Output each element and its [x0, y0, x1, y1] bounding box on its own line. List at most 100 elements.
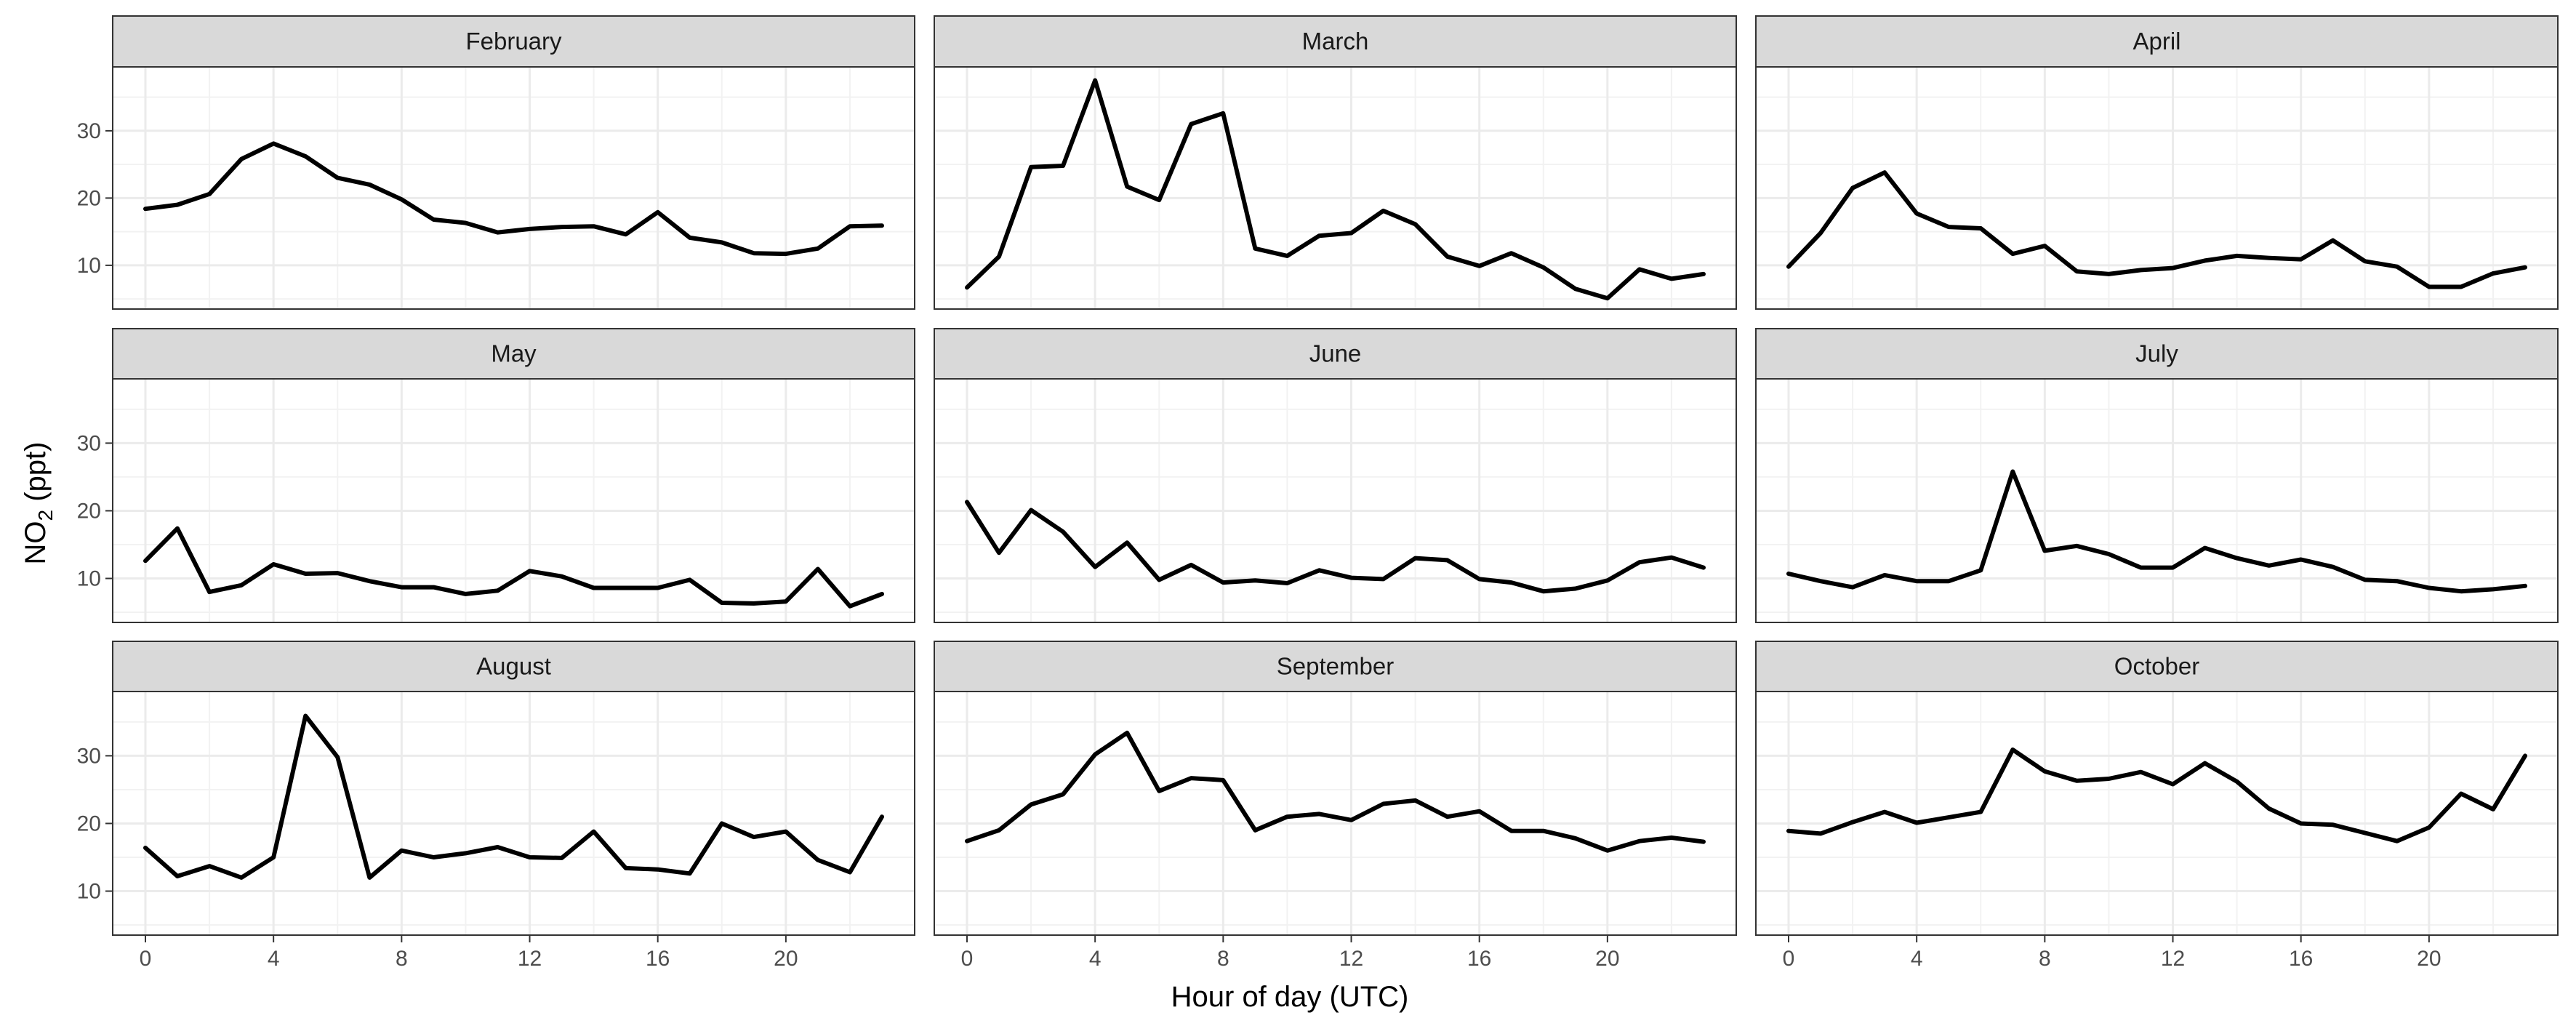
- data-point: [1978, 568, 1983, 572]
- data-point: [1786, 572, 1791, 576]
- facet-panel: April: [1755, 15, 2559, 310]
- data-point: [1445, 558, 1450, 562]
- data-point: [2042, 244, 2047, 248]
- data-point: [1413, 222, 1418, 226]
- data-point: [997, 550, 1001, 555]
- data-point: [816, 858, 820, 862]
- data-point: [143, 207, 148, 211]
- data-point: [1157, 577, 1161, 582]
- data-point: [1189, 776, 1193, 780]
- data-point: [656, 586, 660, 590]
- data-point: [1914, 579, 1919, 583]
- data-point: [2235, 254, 2239, 258]
- data-point: [1221, 580, 1225, 585]
- data-point: [2010, 252, 2015, 256]
- y-axis-title-main: NO: [20, 521, 52, 564]
- data-point: [1509, 829, 1514, 833]
- data-point: [303, 154, 308, 159]
- x-tick-label: 20: [774, 947, 798, 971]
- data-point: [303, 714, 308, 718]
- panel-border: [1755, 691, 2559, 936]
- data-point: [2459, 589, 2463, 593]
- data-point: [335, 571, 340, 575]
- series-line: [1786, 170, 2527, 289]
- panel-background: [113, 692, 915, 935]
- data-point: [784, 599, 788, 604]
- data-point: [1253, 247, 1257, 251]
- data-point: [495, 588, 499, 593]
- data-point: [2074, 544, 2079, 548]
- data-point: [1221, 111, 1225, 116]
- series-line: [965, 730, 1706, 853]
- data-point: [1477, 264, 1482, 268]
- x-tick-label: 16: [2289, 947, 2313, 971]
- data-point: [816, 247, 820, 251]
- y-tick-label: 10: [77, 880, 101, 904]
- data-point: [752, 251, 756, 255]
- data-point: [1285, 581, 1289, 585]
- y-tick-label: 30: [77, 744, 101, 768]
- data-point: [2523, 584, 2527, 588]
- data-point: [2042, 769, 2047, 774]
- data-point: [1093, 565, 1097, 569]
- data-point: [880, 223, 884, 228]
- data-point: [2363, 577, 2367, 582]
- data-point: [2106, 777, 2111, 781]
- data-point: [1669, 556, 1674, 560]
- facet-panel: February: [112, 15, 915, 310]
- data-point: [2171, 566, 2175, 570]
- x-tick-label: 20: [1595, 947, 1619, 971]
- data-point: [2010, 748, 2015, 752]
- facet-strip: [112, 641, 915, 692]
- data-point: [1381, 801, 1386, 806]
- data-point: [1221, 778, 1225, 782]
- y-axis-title-unit: (ppt): [20, 442, 52, 510]
- facet-panel: May: [112, 328, 915, 623]
- panel-border: [1755, 378, 2559, 623]
- panel-border: [934, 378, 1737, 623]
- data-point: [2427, 284, 2431, 289]
- data-point: [207, 864, 212, 868]
- data-point: [2010, 469, 2015, 473]
- data-point: [1701, 566, 1706, 570]
- x-tick-label: 4: [268, 947, 280, 971]
- data-point: [1317, 811, 1321, 816]
- data-point: [720, 601, 724, 605]
- data-point: [2491, 271, 2495, 276]
- data-point: [367, 875, 372, 880]
- panel-background: [1756, 67, 2558, 309]
- data-point: [688, 871, 692, 875]
- series-line: [143, 526, 884, 609]
- data-point: [1541, 589, 1546, 593]
- data-point: [2331, 822, 2335, 827]
- facet-title: February: [465, 28, 562, 55]
- data-point: [2395, 265, 2399, 269]
- data-point: [143, 558, 148, 563]
- data-point: [1381, 577, 1386, 581]
- y-tick-label: 20: [77, 811, 101, 835]
- data-point: [2491, 807, 2495, 811]
- data-point: [463, 221, 468, 225]
- data-point: [1882, 170, 1887, 175]
- data-point: [2331, 239, 2335, 243]
- data-point: [624, 586, 628, 590]
- data-point: [784, 830, 788, 834]
- data-point: [1349, 818, 1354, 822]
- data-point: [2138, 770, 2143, 774]
- x-axis-ticks: 0 4 8 12 16 20 0 4 8 12 16 20 0 4 8 12 16 20: [140, 935, 2441, 971]
- data-point: [1061, 164, 1065, 168]
- data-point: [1157, 789, 1161, 793]
- data-point: [1509, 251, 1514, 255]
- panel-background: [934, 379, 1736, 622]
- x-tick-label: 12: [1339, 947, 1363, 971]
- data-point: [1413, 798, 1418, 803]
- data-point: [1882, 573, 1887, 577]
- facet-title: June: [1309, 340, 1362, 367]
- data-point: [560, 856, 564, 860]
- data-point: [335, 755, 340, 759]
- data-point: [2523, 753, 2527, 758]
- data-point: [752, 835, 756, 839]
- x-tick-label: 12: [518, 947, 542, 971]
- facet-title: August: [476, 653, 551, 680]
- facet-title: May: [491, 340, 537, 367]
